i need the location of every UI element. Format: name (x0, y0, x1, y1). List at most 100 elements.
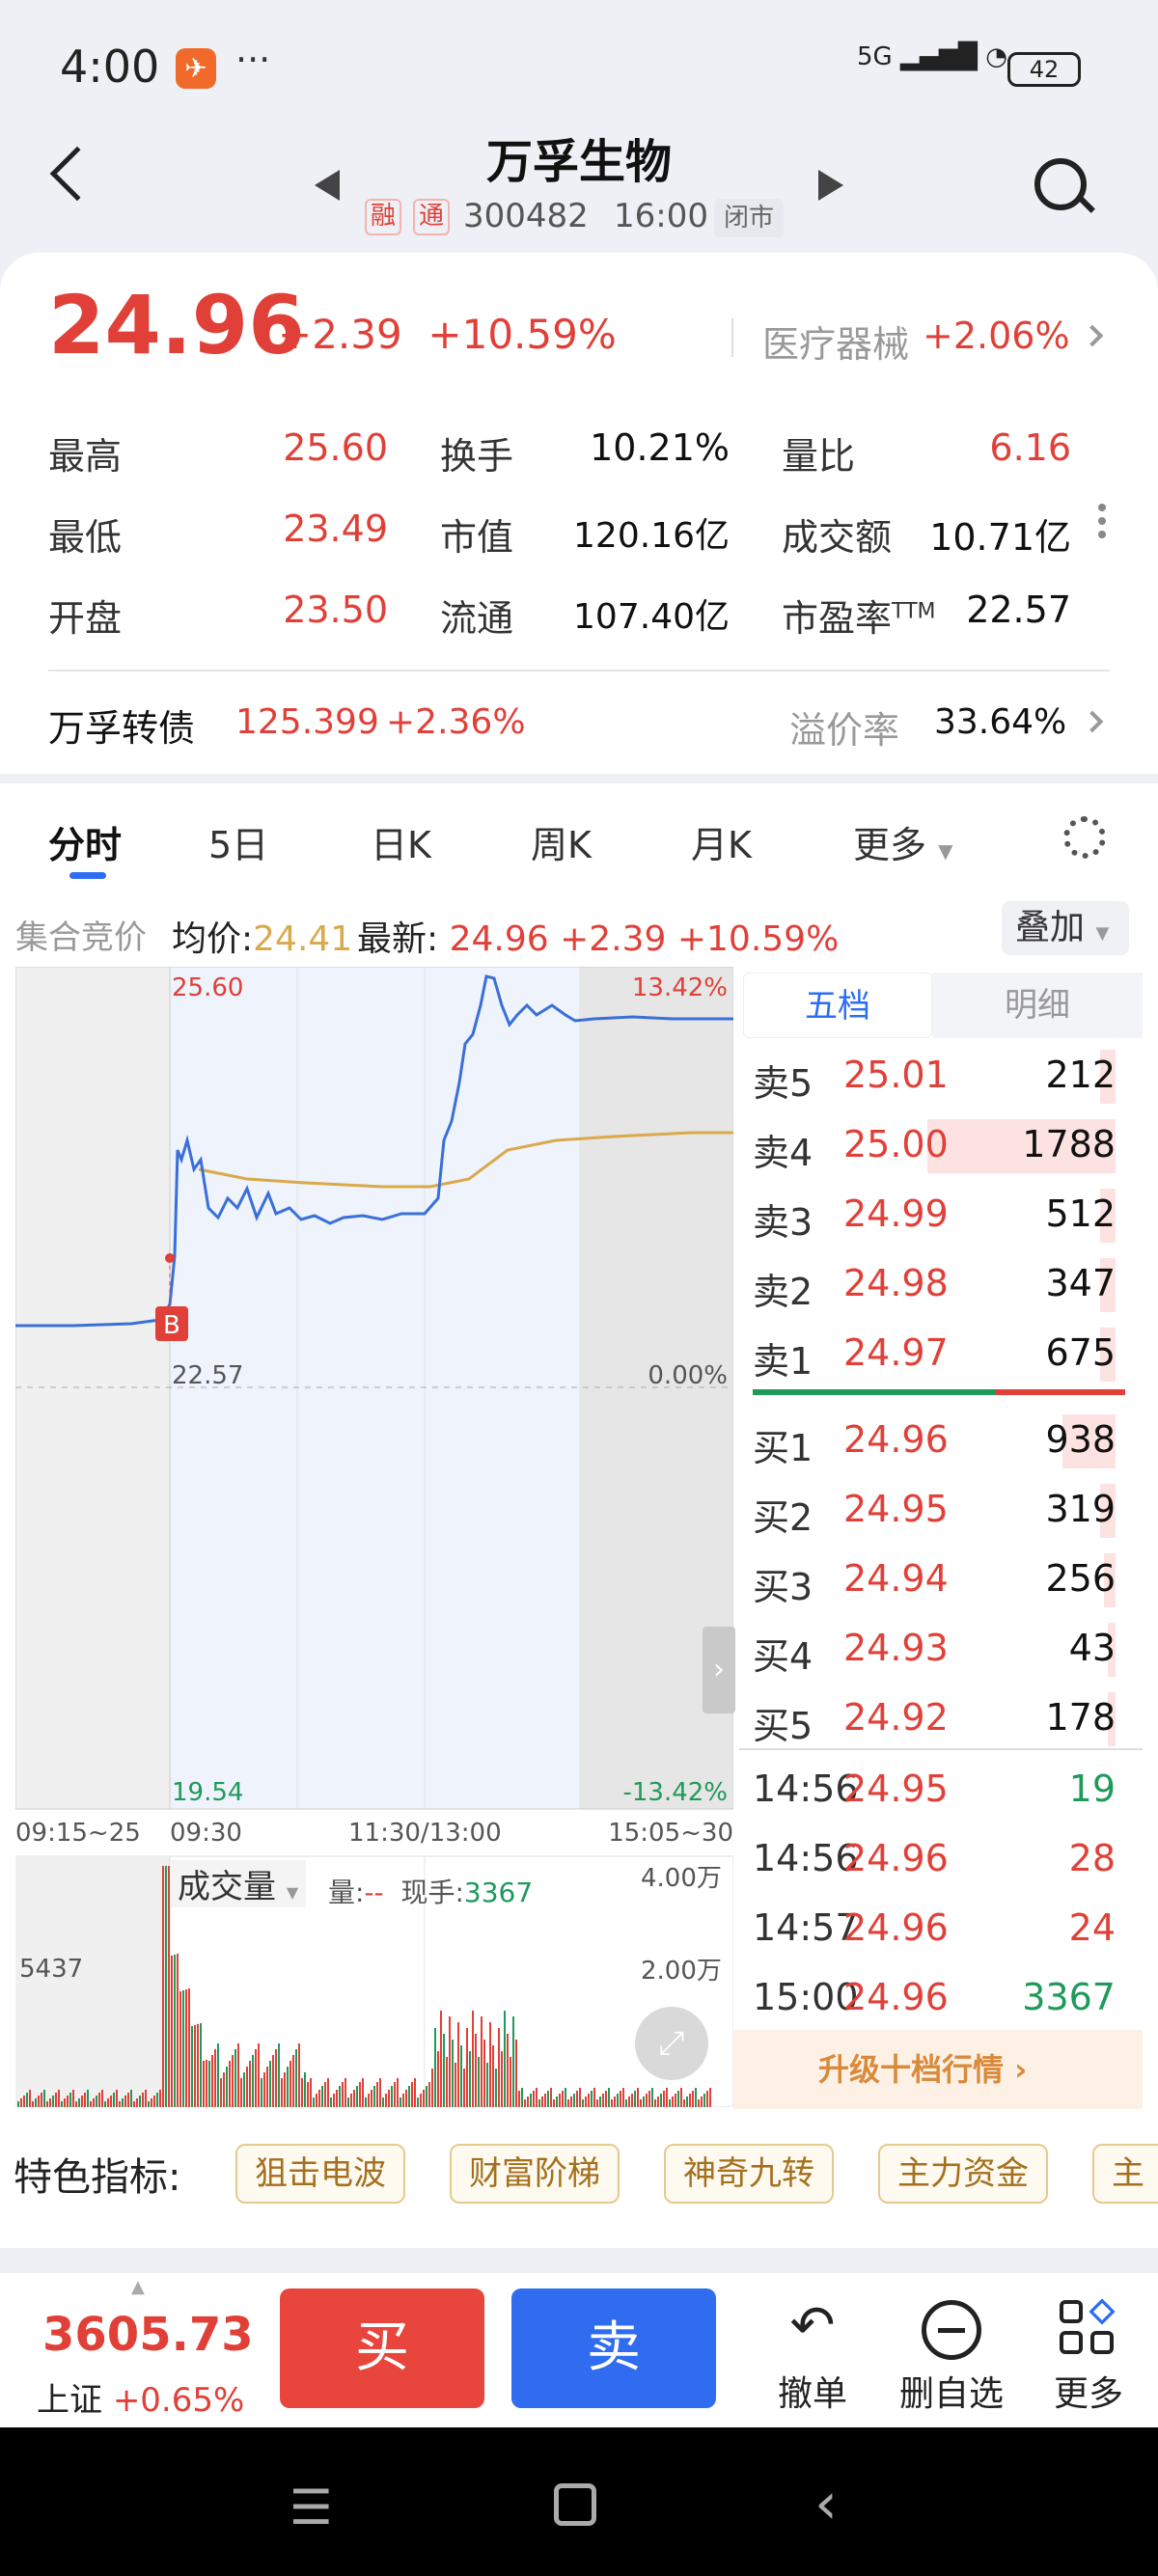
order-book-row[interactable]: 买4 24.93 43 (753, 1615, 1129, 1685)
volume-bar (495, 2069, 497, 2107)
upgrade-ten-level-button[interactable]: 升级十档行情 › (733, 2030, 1143, 2109)
y-bottom-pct: -13.42% (622, 1778, 728, 1807)
volume-indicator-dropdown[interactable]: 成交量 ▼ (170, 1860, 307, 1907)
volume-bar (252, 2055, 254, 2107)
volume-bar (356, 2086, 358, 2107)
order-book-row[interactable]: 卖4 25.00 1788 (753, 1111, 1129, 1181)
volume-bar (446, 2057, 448, 2107)
remove-watch-icon[interactable] (922, 2300, 981, 2360)
volume-bar (96, 2096, 97, 2107)
cancel-order-button[interactable]: 撤单 (777, 2374, 847, 2414)
volume-bar (428, 2082, 430, 2107)
volume-bar (81, 2096, 83, 2107)
home-icon[interactable] (554, 2483, 596, 2526)
settings-gear-icon[interactable] (1063, 816, 1106, 859)
order-book-row[interactable]: 15:00 24.96 3367 (753, 1964, 1129, 2034)
level-label: 买2 (753, 1496, 813, 1539)
feature-chip[interactable]: 主 (1092, 2144, 1158, 2204)
tab-more[interactable]: 更多 ▼ (853, 824, 953, 866)
volume-bar (278, 2043, 280, 2107)
back-nav-icon[interactable]: ‹ (814, 2470, 838, 2537)
divider (48, 670, 1110, 671)
tab-detail[interactable]: 明细 (932, 973, 1143, 1038)
level-label: 买4 (753, 1635, 813, 1678)
buy-button[interactable]: 买 (280, 2288, 484, 2408)
expand-panel-chevron-icon[interactable]: › (703, 1627, 735, 1713)
y-bottom-label: 19.54 (172, 1778, 243, 1807)
grid-icon[interactable] (1060, 2298, 1116, 2356)
volume-bar (110, 2096, 112, 2107)
volume-depth-bar (1100, 1484, 1116, 1538)
volume-depth-bar (927, 1119, 1116, 1173)
tab-five-level[interactable]: 五档 (743, 973, 932, 1038)
tab-weekly-k[interactable]: 周K (531, 824, 592, 866)
volume-bar (69, 2093, 71, 2107)
volume-bar (58, 2090, 60, 2107)
volume-bar (625, 2099, 627, 2107)
order-book-row[interactable]: 14:56 24.96 28 (753, 1825, 1129, 1895)
level-label: 卖3 (753, 1201, 813, 1244)
sell-button[interactable]: 卖 (511, 2288, 716, 2408)
tab-monthly-k[interactable]: 月K (691, 824, 752, 866)
more-vertical-icon[interactable] (1098, 498, 1106, 544)
order-book-row[interactable]: 卖1 24.97 675 (753, 1320, 1129, 1389)
volume-bar (672, 2096, 674, 2107)
volume-depth-bar (1100, 1258, 1116, 1312)
tab-intraday[interactable]: 分时 (48, 824, 123, 866)
volume-bar (620, 2091, 621, 2107)
menu-icon[interactable]: ☰ (290, 2480, 333, 2535)
volume-bar (556, 2096, 558, 2107)
feature-chip[interactable]: 财富阶梯 (450, 2144, 620, 2204)
volume-bar (501, 2051, 503, 2107)
bond-name[interactable]: 万孚转债 (48, 707, 196, 750)
volume-bar (67, 2096, 69, 2107)
volume-bar (185, 1989, 187, 2107)
volume-bar (301, 2078, 303, 2107)
volume-bar (521, 2088, 523, 2107)
sector-name[interactable]: 医疗器械 (762, 323, 910, 366)
order-book-row[interactable]: 卖5 25.01 212 (753, 1042, 1129, 1111)
stat-label: 量比 (782, 435, 856, 478)
order-book-row[interactable]: 买5 24.92 178 (753, 1685, 1129, 1754)
tab-5day[interactable]: 5日 (208, 824, 269, 866)
volume-bar (217, 2043, 219, 2107)
search-icon[interactable] (1034, 158, 1087, 210)
volume-bar (272, 2055, 274, 2107)
order-book-row[interactable]: 买3 24.94 256 (753, 1546, 1129, 1615)
back-button[interactable] (49, 146, 105, 202)
feature-chip[interactable]: 狙击电波 (235, 2144, 405, 2204)
level-price: 24.98 (843, 1262, 949, 1304)
app-notification-icon: ✈ (176, 48, 216, 89)
order-book-row[interactable]: 卖3 24.99 512 (753, 1181, 1129, 1250)
volume-bar (588, 2094, 590, 2107)
volume-bar (145, 2090, 147, 2107)
feature-chip[interactable]: 主力资金 (878, 2144, 1048, 2204)
feature-chip[interactable]: 神奇九转 (664, 2144, 834, 2204)
level-volume: 675 (1045, 1331, 1116, 1374)
undo-icon[interactable]: ↶ (789, 2294, 836, 2357)
order-book-row[interactable]: 卖2 24.98 347 (753, 1250, 1129, 1320)
volume-bar (127, 2093, 129, 2107)
signal-icon: 5G ▂▄▆█ ◔ (857, 42, 1007, 71)
index-value[interactable]: 3605.73 (42, 2308, 254, 2362)
connect-tag: 通 (413, 199, 451, 235)
index-name[interactable]: 上证 +0.65% (37, 2381, 245, 2420)
volume-bar (269, 2061, 271, 2107)
intraday-chart[interactable]: B 25.60 13.42% 22.57 0.00% 19.54 -13.42%… (15, 967, 733, 2107)
prev-stock-button[interactable] (315, 170, 340, 201)
volume-bar (148, 2101, 150, 2107)
fullscreen-icon[interactable]: ⤢ (635, 2007, 708, 2080)
volume-bar (365, 2097, 367, 2107)
overlay-dropdown[interactable]: 叠加 ▼ (1002, 901, 1129, 955)
remove-watchlist-button[interactable]: 删自选 (898, 2374, 1004, 2414)
order-book-row[interactable]: 买1 24.96 938 (753, 1407, 1129, 1476)
level-price: 24.95 (843, 1488, 949, 1530)
sector-change[interactable]: +2.06% (923, 315, 1070, 357)
volume-bar (373, 2086, 375, 2107)
order-book-row[interactable]: 14:57 24.96 24 (753, 1895, 1129, 1964)
tab-daily-k[interactable]: 日K (371, 824, 431, 866)
order-book-row[interactable]: 买2 24.95 319 (753, 1476, 1129, 1546)
next-stock-button[interactable] (818, 170, 843, 201)
more-button[interactable]: 更多 (1053, 2374, 1123, 2414)
order-book-row[interactable]: 14:56 24.95 19 (753, 1756, 1129, 1825)
